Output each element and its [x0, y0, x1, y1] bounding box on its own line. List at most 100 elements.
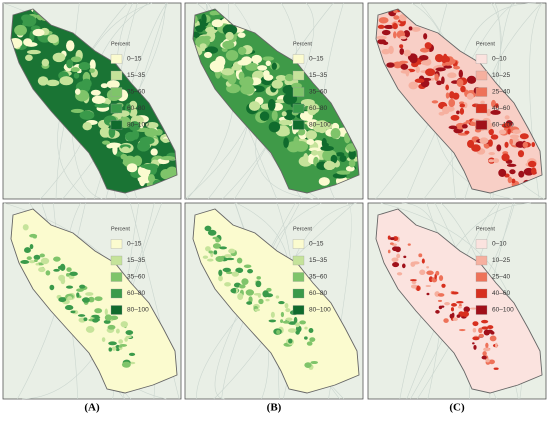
- raster-patch: [219, 246, 228, 250]
- raster-patch: [299, 320, 306, 325]
- legend-swatch: [475, 239, 488, 249]
- raster-patch: [126, 163, 138, 173]
- raster-patch: [478, 333, 484, 338]
- raster-patch: [88, 296, 95, 303]
- raster-patch: [255, 280, 262, 288]
- raster-patch: [293, 136, 300, 148]
- raster-patch: [280, 319, 284, 324]
- raster-patch: [207, 258, 214, 262]
- raster-patch: [285, 308, 291, 313]
- legend-swatch: [292, 239, 305, 249]
- raster-patch: [392, 23, 398, 30]
- raster-patch: [459, 107, 465, 115]
- raster-patch: [441, 76, 445, 85]
- raster-patch: [400, 63, 409, 70]
- basemap-road: [62, 2, 166, 200]
- raster-patch: [386, 62, 395, 68]
- raster-patch: [473, 344, 477, 350]
- raster-patch: [209, 60, 225, 73]
- raster-patch: [336, 170, 351, 175]
- raster-patch: [259, 111, 270, 122]
- raster-patch: [22, 224, 29, 231]
- raster-patch: [20, 260, 30, 264]
- raster-patch: [70, 108, 84, 113]
- raster-patch: [436, 80, 443, 86]
- raster-patch: [284, 73, 294, 82]
- raster-patch: [378, 17, 389, 24]
- raster-patch: [481, 319, 489, 324]
- column-label: (A): [84, 402, 100, 414]
- raster-patch: [287, 328, 297, 333]
- raster-patch: [119, 116, 131, 129]
- raster-patch: [265, 298, 270, 302]
- raster-patch: [382, 41, 389, 45]
- raster-patch: [308, 147, 321, 152]
- legend-swatch: [110, 103, 123, 114]
- raster-patch: [478, 327, 483, 334]
- raster-patch: [193, 31, 200, 38]
- raster-patch: [452, 317, 458, 321]
- raster-patch: [150, 148, 158, 156]
- raster-patch: [443, 65, 453, 69]
- raster-patch: [493, 367, 499, 370]
- raster-patch: [458, 69, 464, 78]
- raster-patch: [212, 243, 221, 249]
- raster-patch: [456, 78, 464, 87]
- raster-patch: [195, 25, 206, 31]
- legend-label: 60–80: [127, 105, 145, 112]
- raster-patch: [262, 56, 275, 61]
- raster-patch: [458, 303, 462, 307]
- raster-patch: [92, 318, 99, 323]
- basemap-road: [234, 2, 315, 200]
- legend-label: 10–25: [492, 72, 510, 79]
- raster-patch: [389, 237, 395, 241]
- raster-patch: [511, 178, 516, 184]
- raster-patch: [276, 329, 281, 335]
- raster-patch: [82, 297, 90, 303]
- raster-patch: [284, 302, 289, 309]
- raster-patch: [488, 139, 493, 147]
- raster-patch: [376, 35, 387, 40]
- raster-patch: [285, 317, 293, 321]
- raster-patch: [389, 242, 394, 245]
- raster-cover: [20, 224, 136, 368]
- raster-patch: [466, 75, 477, 84]
- raster-patch: [222, 40, 235, 50]
- raster-patch: [402, 263, 406, 269]
- raster-patch: [225, 49, 239, 61]
- raster-patch: [66, 59, 74, 69]
- legend-swatch: [292, 54, 305, 64]
- raster-patch: [45, 270, 51, 276]
- raster-patch: [405, 68, 410, 77]
- legend-label: 60–80: [309, 105, 327, 112]
- raster-patch: [411, 280, 417, 285]
- raster-patch: [41, 58, 50, 67]
- raster-patch: [73, 72, 80, 79]
- legend-swatch: [110, 305, 123, 315]
- raster-patch: [472, 321, 479, 327]
- raster-patch: [442, 106, 450, 115]
- raster-patch: [81, 78, 92, 89]
- raster-patch: [435, 270, 440, 276]
- raster-patch: [225, 257, 235, 261]
- raster-patch: [226, 271, 233, 275]
- raster-patch: [231, 271, 239, 277]
- legend-swatch: [475, 272, 488, 282]
- raster-patch: [399, 48, 405, 55]
- raster-patch: [310, 360, 319, 365]
- raster-patch: [207, 229, 217, 236]
- legend-label: 15–35: [127, 257, 145, 264]
- raster-patch: [410, 284, 418, 289]
- raster-patch: [480, 100, 485, 105]
- raster-patch: [208, 250, 213, 254]
- raster-patch: [403, 255, 407, 259]
- raster-patch: [471, 144, 481, 152]
- raster-patch: [204, 51, 213, 59]
- raster-patch: [254, 308, 261, 312]
- raster-patch: [330, 128, 341, 139]
- raster-patch: [26, 49, 41, 55]
- raster-patch: [66, 267, 72, 272]
- raster-patch: [218, 275, 223, 282]
- raster-patch: [257, 293, 261, 298]
- raster-patch: [318, 177, 330, 186]
